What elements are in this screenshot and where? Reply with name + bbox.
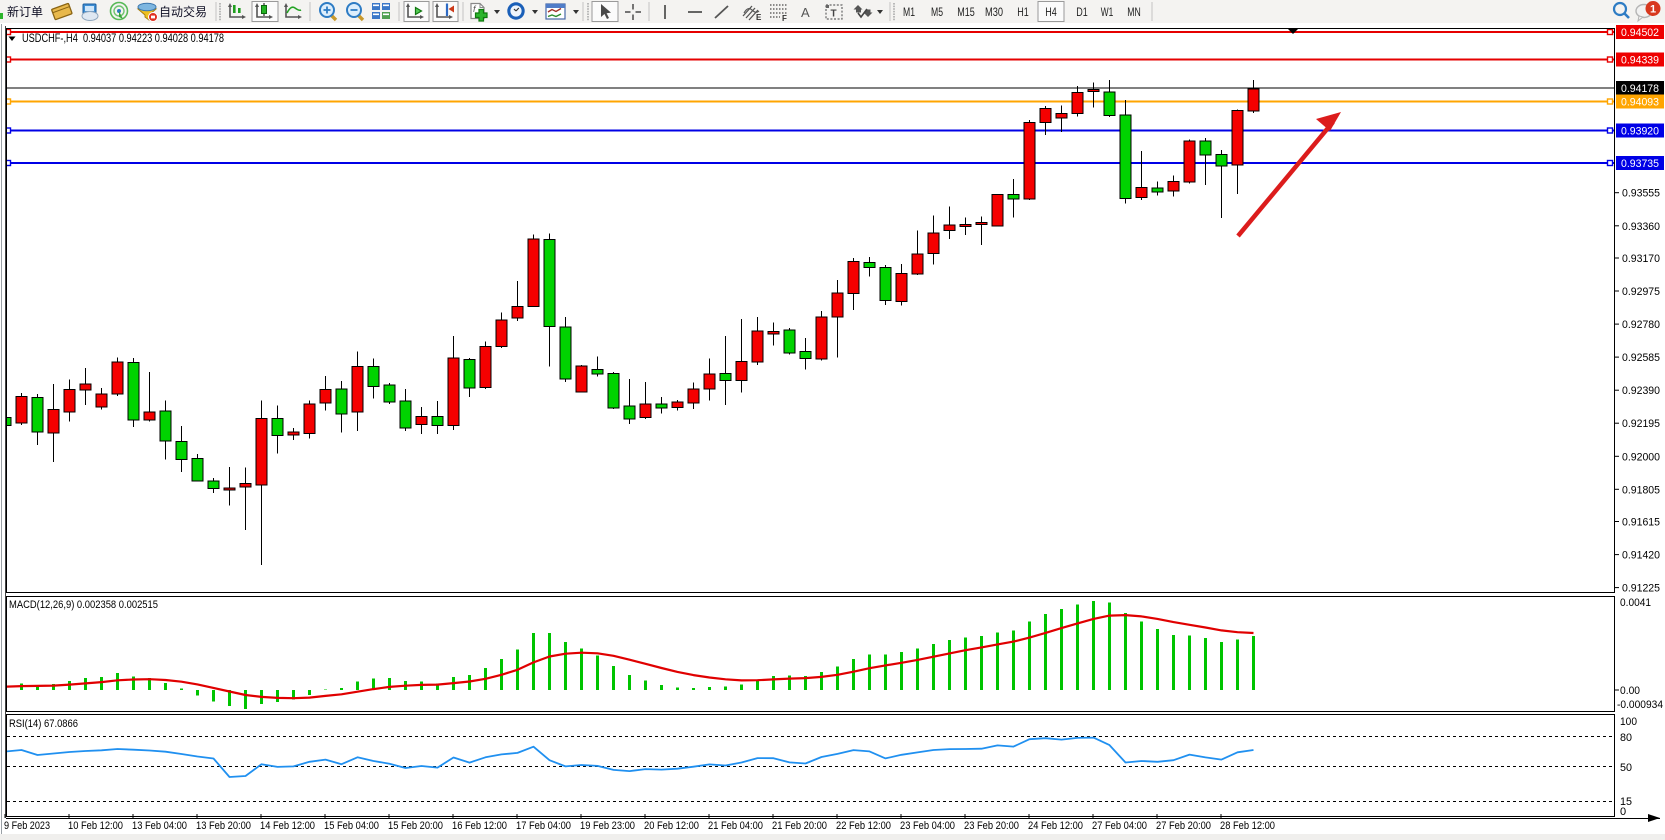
svg-text:M30: M30 <box>985 5 1003 19</box>
svg-text:1: 1 <box>1650 4 1656 16</box>
svg-text:0.93170: 0.93170 <box>1622 253 1660 265</box>
svg-text:f: f <box>473 4 477 14</box>
svg-text:0.92195: 0.92195 <box>1622 418 1660 430</box>
svg-text:80: 80 <box>1620 732 1632 744</box>
svg-text:0.92000: 0.92000 <box>1622 451 1660 463</box>
svg-text:27 Feb 04:00: 27 Feb 04:00 <box>1092 820 1147 832</box>
svg-text:14 Feb 12:00: 14 Feb 12:00 <box>260 820 315 832</box>
svg-text:H4: H4 <box>1045 5 1057 19</box>
svg-text:H1: H1 <box>1017 5 1029 19</box>
svg-text:0.93735: 0.93735 <box>1621 158 1659 170</box>
svg-text:0.92585: 0.92585 <box>1622 352 1660 364</box>
svg-text:100: 100 <box>1620 716 1637 728</box>
svg-text:0.94093: 0.94093 <box>1621 97 1659 109</box>
svg-text:0.0041: 0.0041 <box>1620 597 1651 609</box>
svg-text:13 Feb 04:00: 13 Feb 04:00 <box>132 820 187 832</box>
svg-text:RSI(14) 67.0866: RSI(14) 67.0866 <box>9 718 78 730</box>
svg-text:50: 50 <box>1620 762 1632 774</box>
svg-text:新订单: 新订单 <box>7 4 43 19</box>
svg-text:16 Feb 12:00: 16 Feb 12:00 <box>452 820 507 832</box>
svg-text:0.91225: 0.91225 <box>1622 583 1660 595</box>
svg-text:W1: W1 <box>1101 5 1114 19</box>
svg-text:0.93555: 0.93555 <box>1622 188 1660 200</box>
svg-text:A: A <box>801 5 810 20</box>
svg-text:0.00: 0.00 <box>1620 685 1640 697</box>
svg-text:20 Feb 12:00: 20 Feb 12:00 <box>644 820 699 832</box>
svg-text:0.94502: 0.94502 <box>1621 27 1659 39</box>
svg-text:15 Feb 04:00: 15 Feb 04:00 <box>324 820 379 832</box>
svg-text:0.91615: 0.91615 <box>1622 517 1660 529</box>
svg-text:0.91805: 0.91805 <box>1622 484 1660 496</box>
svg-text:E: E <box>756 13 762 22</box>
svg-text:0: 0 <box>1620 806 1626 818</box>
svg-text:F: F <box>782 14 787 23</box>
svg-text:0.92780: 0.92780 <box>1622 319 1660 331</box>
svg-text:M15: M15 <box>957 5 975 19</box>
svg-text:10 Feb 12:00: 10 Feb 12:00 <box>68 820 123 832</box>
svg-text:21 Feb 04:00: 21 Feb 04:00 <box>708 820 763 832</box>
svg-text:M1: M1 <box>903 5 915 19</box>
svg-text:28 Feb 12:00: 28 Feb 12:00 <box>1220 820 1275 832</box>
svg-text:MN: MN <box>1127 5 1141 19</box>
svg-text:USDCHF-,H4 0.94037 0.94223 0.: USDCHF-,H4 0.94037 0.94223 0.94028 0.941… <box>22 31 224 45</box>
svg-text:23 Feb 04:00: 23 Feb 04:00 <box>900 820 955 832</box>
svg-text:0.94178: 0.94178 <box>1621 83 1659 95</box>
svg-text:27 Feb 20:00: 27 Feb 20:00 <box>1156 820 1211 832</box>
svg-text:21 Feb 20:00: 21 Feb 20:00 <box>772 820 827 832</box>
svg-text:0.93360: 0.93360 <box>1622 221 1660 233</box>
svg-text:23 Feb 20:00: 23 Feb 20:00 <box>964 820 1019 832</box>
svg-text:17 Feb 04:00: 17 Feb 04:00 <box>516 820 571 832</box>
svg-text:0.92390: 0.92390 <box>1622 385 1660 397</box>
svg-text:9 Feb 2023: 9 Feb 2023 <box>4 820 50 832</box>
svg-text:-0.000934: -0.000934 <box>1617 699 1663 711</box>
svg-text:0.93920: 0.93920 <box>1621 126 1659 138</box>
svg-text:D1: D1 <box>1076 5 1088 19</box>
svg-text:0.91420: 0.91420 <box>1622 550 1660 562</box>
svg-text:自动交易: 自动交易 <box>159 4 207 19</box>
svg-text:T: T <box>831 9 837 20</box>
svg-text:19 Feb 23:00: 19 Feb 23:00 <box>580 820 635 832</box>
svg-text:M5: M5 <box>931 5 943 19</box>
svg-text:15: 15 <box>1620 796 1632 808</box>
svg-text:22 Feb 12:00: 22 Feb 12:00 <box>836 820 891 832</box>
svg-text:0.94339: 0.94339 <box>1621 55 1659 67</box>
svg-text:MACD(12,26,9) 0.002358 0.00251: MACD(12,26,9) 0.002358 0.002515 <box>9 599 158 611</box>
svg-text:0.92975: 0.92975 <box>1622 286 1660 298</box>
svg-text:15 Feb 20:00: 15 Feb 20:00 <box>388 820 443 832</box>
svg-text:24 Feb 12:00: 24 Feb 12:00 <box>1028 820 1083 832</box>
svg-text:13 Feb 20:00: 13 Feb 20:00 <box>196 820 251 832</box>
